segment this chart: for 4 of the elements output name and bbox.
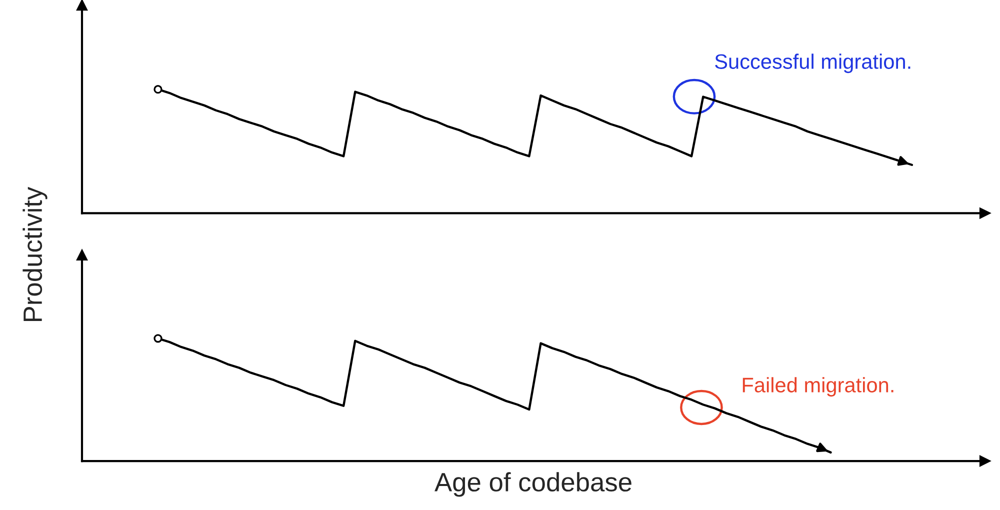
annotation: Failed migration. [742, 377, 894, 397]
x-axis-title: Age of codebase [434, 472, 632, 497]
text: Successful migration. [715, 54, 910, 74]
y-axis-title: Productivity [22, 186, 48, 322]
